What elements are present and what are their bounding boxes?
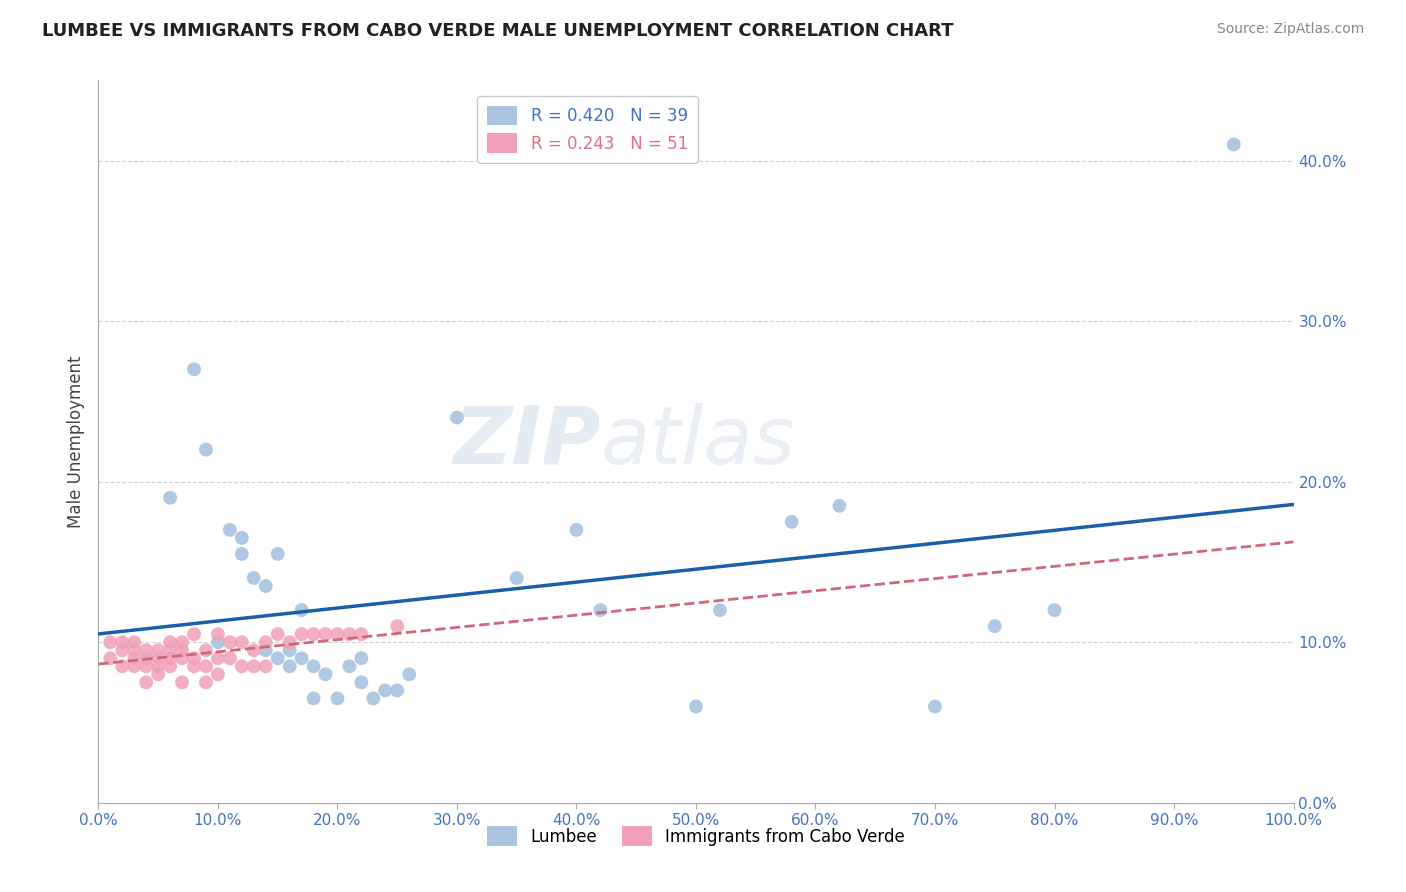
Point xyxy=(291,603,314,617)
Point xyxy=(374,683,396,698)
Point xyxy=(124,635,146,649)
Point xyxy=(1223,137,1246,152)
Point xyxy=(685,699,707,714)
Point xyxy=(98,651,122,665)
Point xyxy=(446,410,468,425)
Point xyxy=(267,627,290,641)
Point xyxy=(243,643,266,657)
Point xyxy=(315,627,337,641)
Point xyxy=(243,659,266,673)
Point xyxy=(159,491,181,505)
Point xyxy=(350,627,373,641)
Point xyxy=(183,659,205,673)
Point xyxy=(350,675,373,690)
Point xyxy=(254,659,277,673)
Point xyxy=(172,635,194,649)
Point xyxy=(172,643,194,657)
Point xyxy=(111,643,134,657)
Y-axis label: Male Unemployment: Male Unemployment xyxy=(66,355,84,528)
Point xyxy=(207,667,229,681)
Point xyxy=(231,547,253,561)
Point xyxy=(159,643,181,657)
Point xyxy=(195,442,218,457)
Point xyxy=(183,651,205,665)
Point xyxy=(124,643,146,657)
Point xyxy=(339,627,361,641)
Point xyxy=(183,627,205,641)
Point xyxy=(98,635,122,649)
Point xyxy=(398,667,420,681)
Point xyxy=(135,659,157,673)
Legend: Lumbee, Immigrants from Cabo Verde: Lumbee, Immigrants from Cabo Verde xyxy=(481,820,911,852)
Point xyxy=(506,571,529,585)
Point xyxy=(135,651,157,665)
Point xyxy=(254,579,277,593)
Point xyxy=(243,571,266,585)
Point xyxy=(172,675,194,690)
Point xyxy=(278,659,301,673)
Point xyxy=(709,603,731,617)
Text: Source: ZipAtlas.com: Source: ZipAtlas.com xyxy=(1216,22,1364,37)
Point xyxy=(278,643,301,657)
Point xyxy=(828,499,851,513)
Point xyxy=(148,659,170,673)
Point xyxy=(267,547,290,561)
Point xyxy=(172,651,194,665)
Point xyxy=(111,659,134,673)
Point xyxy=(219,635,242,649)
Point xyxy=(135,675,157,690)
Point xyxy=(589,603,612,617)
Text: ZIP: ZIP xyxy=(453,402,600,481)
Point xyxy=(326,691,349,706)
Point xyxy=(124,659,146,673)
Point xyxy=(159,635,181,649)
Point xyxy=(135,643,157,657)
Point xyxy=(195,675,218,690)
Point xyxy=(207,627,229,641)
Point xyxy=(302,627,325,641)
Point xyxy=(291,651,314,665)
Point xyxy=(254,635,277,649)
Point xyxy=(267,651,290,665)
Point xyxy=(565,523,588,537)
Point xyxy=(984,619,1007,633)
Point xyxy=(326,627,349,641)
Point xyxy=(1043,603,1066,617)
Point xyxy=(231,531,253,545)
Point xyxy=(315,667,337,681)
Point xyxy=(385,619,409,633)
Point xyxy=(219,523,242,537)
Point xyxy=(159,651,181,665)
Point xyxy=(350,651,373,665)
Point xyxy=(231,635,253,649)
Point xyxy=(195,659,218,673)
Point xyxy=(195,643,218,657)
Text: LUMBEE VS IMMIGRANTS FROM CABO VERDE MALE UNEMPLOYMENT CORRELATION CHART: LUMBEE VS IMMIGRANTS FROM CABO VERDE MAL… xyxy=(42,22,953,40)
Point xyxy=(780,515,803,529)
Point xyxy=(231,659,253,673)
Point xyxy=(363,691,385,706)
Point xyxy=(207,635,229,649)
Point xyxy=(207,651,229,665)
Point xyxy=(148,651,170,665)
Point xyxy=(924,699,946,714)
Point xyxy=(339,659,361,673)
Text: atlas: atlas xyxy=(600,402,796,481)
Point xyxy=(254,643,277,657)
Point xyxy=(183,362,205,376)
Point xyxy=(159,659,181,673)
Point xyxy=(148,643,170,657)
Point xyxy=(219,651,242,665)
Point xyxy=(291,627,314,641)
Point xyxy=(111,635,134,649)
Point xyxy=(302,659,325,673)
Point xyxy=(148,667,170,681)
Point xyxy=(124,651,146,665)
Point xyxy=(385,683,409,698)
Point xyxy=(278,635,301,649)
Point xyxy=(302,691,325,706)
